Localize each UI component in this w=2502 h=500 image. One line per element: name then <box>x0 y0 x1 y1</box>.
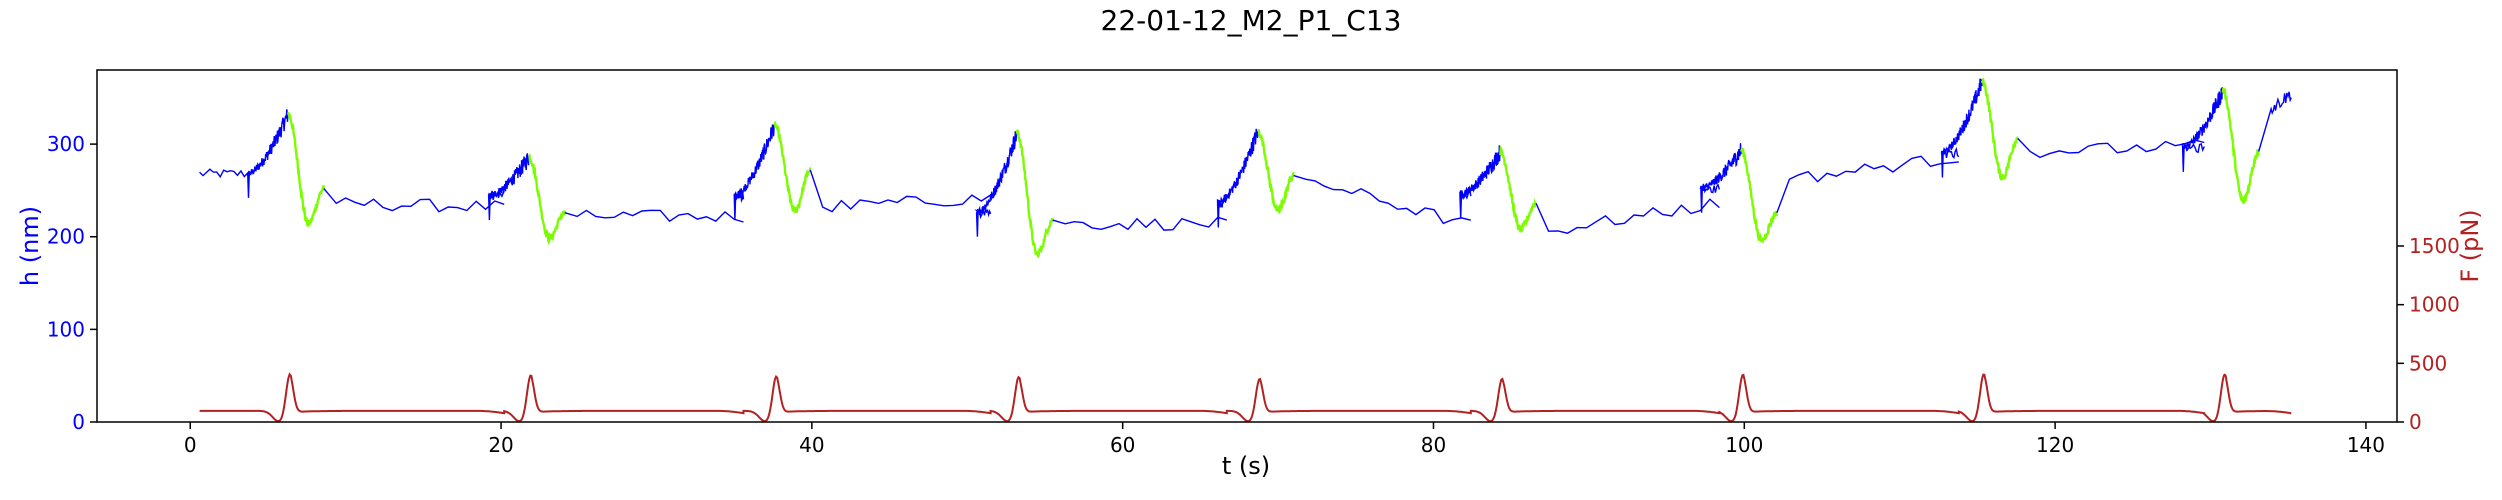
x-tick-label: 120 <box>2036 433 2074 457</box>
y-left-tick-label: 100 <box>47 317 85 341</box>
x-tick-label: 20 <box>488 433 513 457</box>
height-trace-approach <box>1699 143 1742 213</box>
x-tick-label: 80 <box>1421 433 1446 457</box>
plot-area <box>199 78 2292 423</box>
chart-title: 22-01-12_M2_P1_C13 <box>1101 4 1402 37</box>
y-right-tick-label: 0 <box>2409 410 2422 434</box>
height-trace-approach <box>733 124 776 221</box>
x-tick-label: 60 <box>1110 433 1135 457</box>
y-left-tick-label: 300 <box>47 132 85 156</box>
height-trace-retract <box>1499 144 1538 233</box>
x-axis-label: t (s) <box>1222 452 1270 480</box>
height-trace-retract <box>1256 128 1295 215</box>
height-trace-relax <box>1535 198 1720 234</box>
height-trace-relax <box>323 188 505 213</box>
height-trace-approach <box>1459 145 1501 219</box>
height-trace-approach <box>199 109 289 198</box>
height-trace-approach <box>2181 87 2224 172</box>
force-trace <box>199 372 2292 423</box>
height-trace-retract <box>286 111 326 228</box>
x-tick-label: 0 <box>184 433 197 457</box>
height-trace-retract <box>1015 129 1054 258</box>
y-right-tick-label: 500 <box>2409 351 2447 375</box>
height-trace-approach <box>487 153 530 221</box>
y-axis-right-label: F (pN) <box>2456 209 2484 282</box>
height-trace-retract <box>1740 147 1779 243</box>
y-right-tick-label: 1000 <box>2409 293 2460 317</box>
y-left-tick-label: 200 <box>47 225 85 249</box>
x-tick-label: 40 <box>799 433 824 457</box>
plot-frame <box>96 69 2398 423</box>
height-trace-approach <box>1216 128 1259 228</box>
y-axis-left: 0 100 200 300 <box>47 132 97 434</box>
height-trace-retract <box>2221 87 2260 205</box>
y-left-tick-label: 0 <box>72 410 85 434</box>
height-trace-retract <box>773 121 812 213</box>
x-tick-label: 140 <box>2347 433 2385 457</box>
y-axis-right: 0 500 1000 1500 <box>2397 234 2460 434</box>
height-trace-relax <box>809 169 991 213</box>
x-tick-label: 100 <box>1725 433 1763 457</box>
height-trace-retract <box>528 153 566 246</box>
height-trace-relax <box>1776 155 1959 213</box>
height-trace-relax <box>2017 138 2205 159</box>
y-right-tick-label: 1500 <box>2409 234 2460 258</box>
height-trace-relax <box>564 209 744 223</box>
y-axis-left-label: h (nm) <box>16 206 44 286</box>
height-trace-retract <box>1980 78 2019 181</box>
height-trace-relax <box>1293 174 1471 225</box>
height-trace-approach <box>1940 78 1983 178</box>
height-trace-approach <box>974 131 1018 237</box>
height-trace-relax <box>1052 216 1228 231</box>
x-axis: 0 20 40 60 80 100 120 140 <box>184 422 2385 457</box>
height-trace-relax <box>2258 91 2292 152</box>
